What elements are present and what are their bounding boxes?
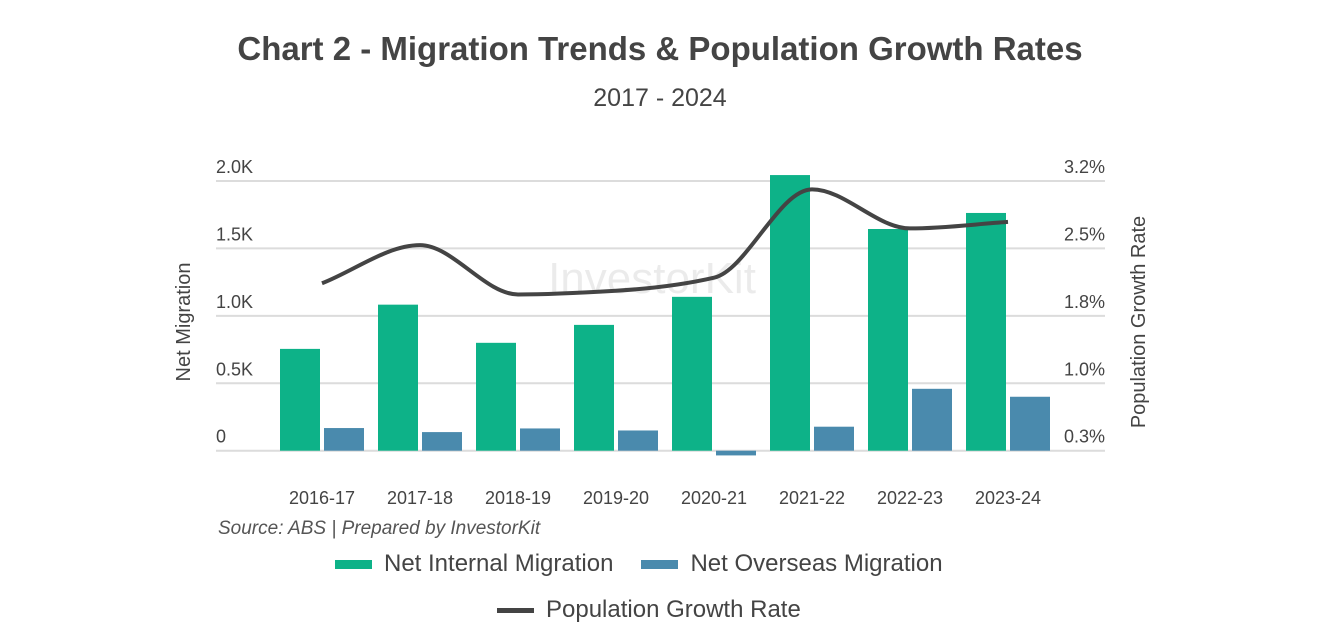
chart-title: Chart 2 - Migration Trends & Population … xyxy=(237,30,1083,67)
y2-tick-label: 3.2% xyxy=(1064,157,1105,177)
y-tick-label: 1.0K xyxy=(216,292,253,312)
legend-swatch-growth xyxy=(497,607,534,613)
bar-internal xyxy=(476,342,516,451)
chart-subtitle: 2017 - 2024 xyxy=(593,84,727,112)
x-tick-label: 2019-20 xyxy=(583,488,649,508)
y-tick-label: 0.5K xyxy=(216,359,253,379)
legend-label-growth: Population Growth Rate xyxy=(546,596,801,623)
y-axis-title: Net Migration xyxy=(173,263,195,382)
bar-overseas xyxy=(912,388,952,451)
y-tick-label: 1.5K xyxy=(216,224,253,244)
bar-overseas xyxy=(716,450,756,456)
legend-item-overseas[interactable]: Net Overseas Migration xyxy=(641,550,943,578)
legend-label-overseas: Net Overseas Migration xyxy=(690,550,943,577)
bar-internal xyxy=(868,229,908,451)
legend-swatch-internal xyxy=(335,559,372,569)
legend-swatch-overseas xyxy=(641,559,679,569)
bar-internal xyxy=(672,296,712,451)
bar-overseas xyxy=(422,432,462,451)
x-tick-label: 2016-17 xyxy=(289,488,355,508)
watermark: InvestorKit xyxy=(548,254,756,303)
bar-overseas xyxy=(1010,396,1050,451)
x-tick-label: 2018-19 xyxy=(485,488,551,508)
legend-label-internal: Net Internal Migration xyxy=(384,550,614,577)
y2-axis-title: Population Growth Rate xyxy=(1128,216,1150,428)
source-note: Source: ABS | Prepared by InvestorKit xyxy=(218,518,541,539)
bar-internal xyxy=(280,348,320,451)
x-tick-label: 2023-24 xyxy=(975,488,1041,508)
legend-item-internal[interactable]: Net Internal Migration xyxy=(335,550,613,578)
y-tick-label: 2.0K xyxy=(216,157,253,177)
y2-tick-label: 0.3% xyxy=(1064,427,1105,447)
y2-tick-label: 1.0% xyxy=(1064,359,1105,379)
bar-overseas xyxy=(618,430,658,451)
bar-internal xyxy=(378,304,418,451)
x-tick-label: 2017-18 xyxy=(387,488,453,508)
bar-internal xyxy=(966,212,1006,451)
legend-item-growth[interactable]: Population Growth Rate xyxy=(497,596,801,624)
bar-internal xyxy=(574,324,614,451)
legend: Net Internal Migration Net Overseas Migr… xyxy=(335,550,943,578)
x-tick-label: 2020-21 xyxy=(681,488,747,508)
y-tick-label: 0 xyxy=(216,427,226,447)
x-tick-label: 2022-23 xyxy=(877,488,943,508)
legend-line: Population Growth Rate xyxy=(497,596,801,624)
bar-overseas xyxy=(814,426,854,451)
line-population-growth xyxy=(321,187,1009,297)
x-tick-label: 2021-22 xyxy=(779,488,845,508)
y2-tick-label: 2.5% xyxy=(1064,224,1105,244)
bar-overseas xyxy=(520,428,560,451)
bar-internal xyxy=(770,175,810,451)
bar-overseas xyxy=(324,428,364,451)
y2-tick-label: 1.8% xyxy=(1064,292,1105,312)
